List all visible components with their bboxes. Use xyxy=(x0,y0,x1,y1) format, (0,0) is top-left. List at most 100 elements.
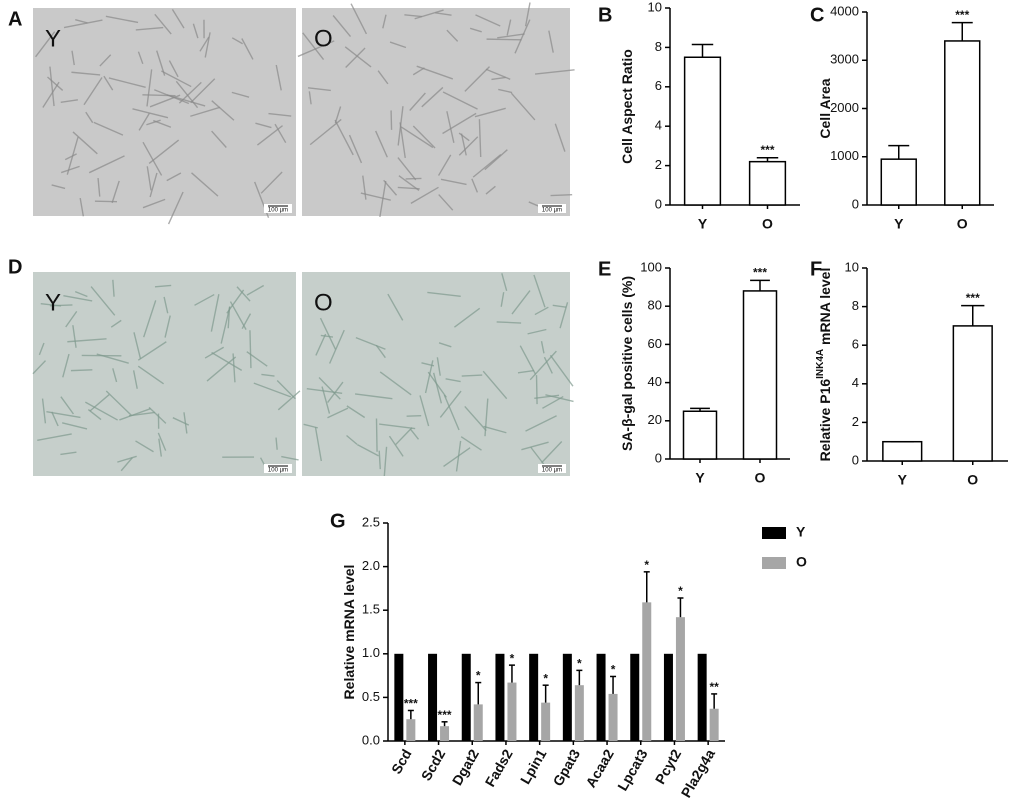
y-axis-label: Cell Aspect Ratio xyxy=(619,49,635,164)
cell xyxy=(458,136,479,156)
cell xyxy=(97,177,101,197)
cell xyxy=(158,438,162,457)
cell xyxy=(534,394,560,399)
cell xyxy=(142,198,166,209)
bar xyxy=(709,708,719,741)
y-tick-label: 1.5 xyxy=(362,602,380,617)
cell xyxy=(482,370,508,400)
significance: *** xyxy=(753,266,767,280)
cell xyxy=(154,284,172,288)
cell xyxy=(409,92,426,111)
x-tick-label: O xyxy=(967,472,978,488)
y-tick-label: 6 xyxy=(655,78,662,93)
cell xyxy=(148,406,167,424)
cell xyxy=(192,23,199,39)
cell xyxy=(472,153,502,178)
cell xyxy=(274,123,287,144)
cell xyxy=(135,440,154,453)
cell xyxy=(137,51,144,65)
y-tick-label: 0.5 xyxy=(362,689,380,704)
cell xyxy=(483,425,507,434)
x-tick-label: Y xyxy=(698,216,708,232)
scale-box xyxy=(538,204,566,213)
cell xyxy=(246,351,268,367)
cell xyxy=(96,353,129,364)
cell xyxy=(90,286,116,316)
x-tick-label: Y xyxy=(894,216,904,232)
bar xyxy=(461,653,471,741)
cell xyxy=(164,315,171,338)
cell xyxy=(435,12,452,16)
y-axis-label: SA-β-gal positive cells (%) xyxy=(619,276,635,451)
cell xyxy=(379,423,416,430)
cell xyxy=(346,405,366,419)
cell xyxy=(464,405,487,432)
cell xyxy=(63,19,103,29)
cell xyxy=(511,290,531,315)
cell xyxy=(334,106,342,124)
significance: * xyxy=(678,584,683,598)
cell xyxy=(275,437,278,450)
cell xyxy=(383,179,398,196)
bar xyxy=(748,160,787,206)
cell xyxy=(72,131,98,155)
y-axis-label-part: Cell Area xyxy=(817,78,833,138)
y-tick-label: 4000 xyxy=(830,3,859,18)
y-tick-label: 40 xyxy=(648,374,662,389)
x-tick-label: Fads2 xyxy=(482,746,516,789)
bar xyxy=(562,653,572,741)
cell xyxy=(540,341,545,354)
y-tick-label: 10 xyxy=(845,259,859,274)
micrograph xyxy=(33,272,296,476)
cell xyxy=(137,341,167,361)
cell xyxy=(440,178,467,186)
significance: * xyxy=(510,651,515,665)
cell xyxy=(387,293,404,321)
cell xyxy=(142,141,163,176)
scale-text: 100 µm xyxy=(542,468,562,474)
cell xyxy=(308,91,312,105)
micrograph xyxy=(302,8,570,216)
y-axis-label-part: Relative P16 xyxy=(817,379,833,462)
x-tick-label: Pcyt2 xyxy=(652,746,685,787)
cell xyxy=(318,377,341,400)
cell xyxy=(397,157,417,181)
cell xyxy=(486,38,522,41)
cell xyxy=(71,71,101,76)
cell xyxy=(241,38,254,60)
cell xyxy=(395,427,413,446)
y-tick-label: 0.0 xyxy=(362,732,380,747)
cell xyxy=(211,351,243,371)
cell xyxy=(42,81,60,108)
tile-label: Y xyxy=(45,289,61,316)
cell xyxy=(344,46,372,68)
y-tick-label: 0 xyxy=(852,452,859,467)
cell xyxy=(320,334,334,338)
cell xyxy=(105,15,139,24)
y-tick-label: 4 xyxy=(852,375,859,390)
y-tick-label: 8 xyxy=(852,298,859,313)
bar xyxy=(630,653,640,741)
cell xyxy=(355,336,386,350)
y-tick-label: 6 xyxy=(852,337,859,352)
cell xyxy=(167,191,184,225)
x-tick-label: Lpcat3 xyxy=(614,746,651,793)
tile-label: O xyxy=(314,289,333,316)
cell xyxy=(138,112,150,131)
bar xyxy=(642,602,652,741)
cell xyxy=(204,32,211,58)
legend-swatch xyxy=(762,527,786,539)
cell xyxy=(65,310,78,328)
y-tick-label: 0 xyxy=(852,196,859,211)
panel-label: F xyxy=(810,258,822,280)
panel-label: B xyxy=(598,4,612,26)
cell xyxy=(378,450,381,470)
bar xyxy=(596,653,606,741)
cell xyxy=(475,14,501,27)
panel-label: E xyxy=(598,258,611,280)
cell xyxy=(249,330,252,369)
cell xyxy=(32,360,47,375)
cell xyxy=(496,321,522,324)
cell xyxy=(548,30,554,53)
cell xyxy=(464,66,491,92)
